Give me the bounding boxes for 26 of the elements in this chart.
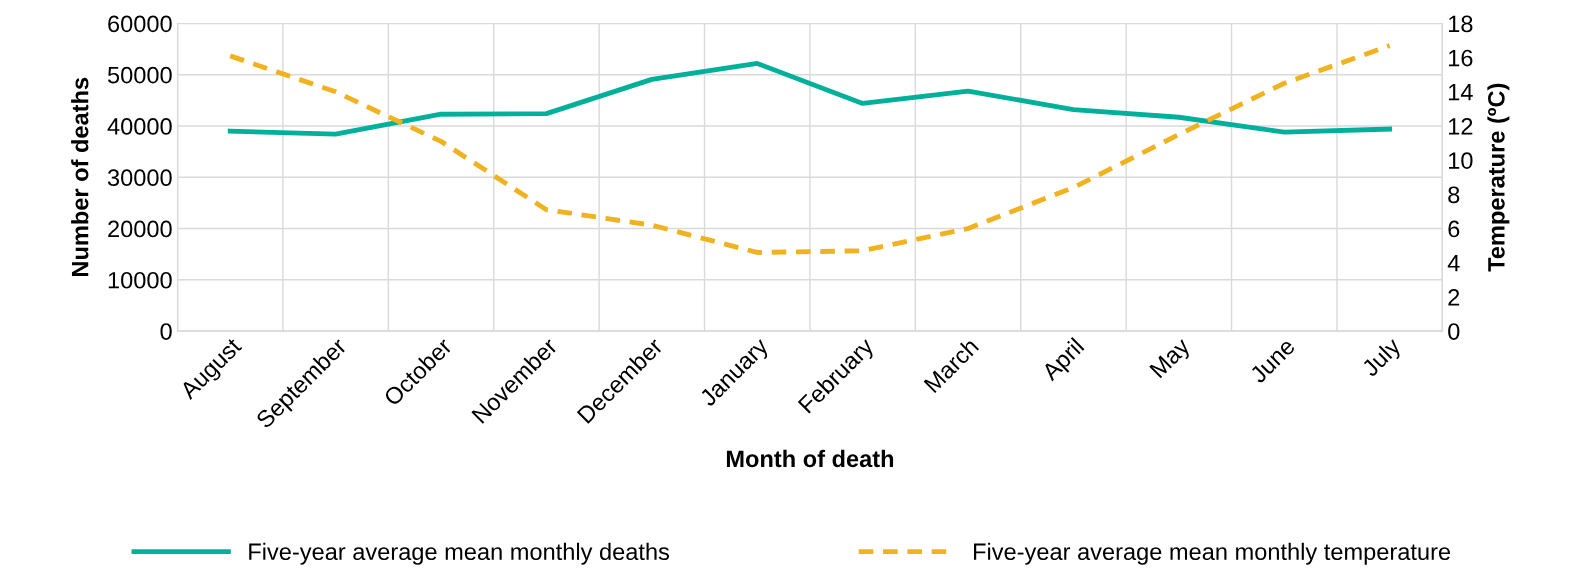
y-axis-title: Number of deaths xyxy=(71,77,89,277)
y2-tick-label: 8 xyxy=(1448,186,1460,204)
y2-tick-label: 2 xyxy=(1448,288,1460,306)
y2-tick-label: 4 xyxy=(1447,255,1460,272)
legend-label: Five-year average mean monthly temperature xyxy=(974,542,1451,565)
y2-tick-label: 14 xyxy=(1449,84,1473,101)
line-series xyxy=(227,61,1393,137)
y2-tick-label: 0 xyxy=(1448,323,1460,340)
legend-label: Five-year average mean monthly deaths xyxy=(249,542,670,565)
y-tick-label: 60000 xyxy=(108,15,172,33)
x-axis-title: Month of death xyxy=(726,449,894,468)
y-tick-label: 40000 xyxy=(107,118,172,135)
y-tick-label: 0 xyxy=(160,323,172,340)
y2-tick-label: 10 xyxy=(1449,152,1473,169)
y-tick-label: 30000 xyxy=(107,169,172,187)
y2-axis-title: Temperature (ºC) xyxy=(1487,83,1510,272)
y2-tick-label: 6 xyxy=(1448,220,1460,238)
y-tick-label: 50000 xyxy=(107,66,172,84)
y2-tick-label: 16 xyxy=(1449,49,1473,67)
x-tick-label: May xyxy=(1149,336,1195,382)
y2-tick-label: 18 xyxy=(1449,15,1473,33)
y-tick-label: 20000 xyxy=(108,220,172,238)
x-tick-label: July xyxy=(1360,335,1406,381)
y2-tick-label: 12 xyxy=(1449,118,1473,135)
y-tick-label: 10000 xyxy=(108,271,172,289)
line-series xyxy=(227,43,1393,255)
